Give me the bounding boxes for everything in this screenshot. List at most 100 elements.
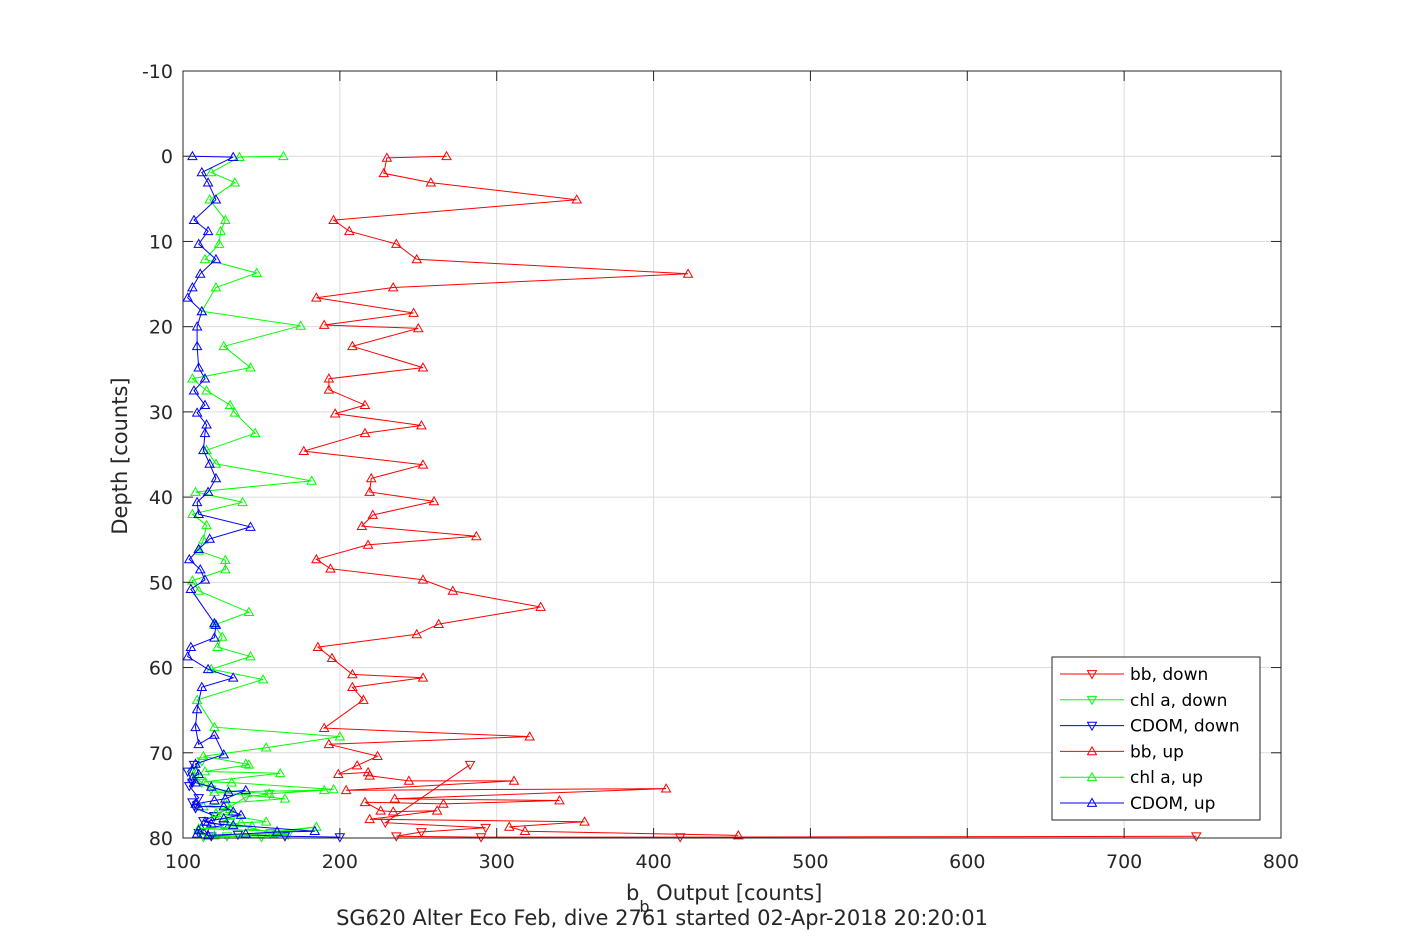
data-point [416, 420, 427, 430]
data-point [210, 458, 222, 468]
data-point [470, 530, 482, 541]
data-point [347, 340, 358, 351]
legend-item-cdom-up: CDOM, up [1060, 794, 1215, 814]
data-point [191, 321, 203, 331]
data-point [274, 767, 286, 778]
data-point [390, 238, 402, 248]
data-point [367, 509, 379, 519]
data-point [209, 632, 220, 642]
data-point [229, 407, 241, 417]
data-point [306, 475, 317, 485]
legend-label: chl a, down [1130, 691, 1227, 711]
legend-label: bb, down [1130, 665, 1208, 685]
data-point [328, 783, 339, 794]
data-point [310, 292, 322, 302]
data-point [204, 533, 216, 543]
data-point [201, 519, 212, 530]
data-point [202, 486, 214, 496]
plot-frame [182, 70, 1282, 839]
data-point [227, 672, 239, 682]
data-point [571, 194, 583, 204]
data-point [193, 768, 205, 778]
data-point [438, 798, 449, 808]
data-point [187, 798, 198, 808]
data-point [240, 828, 252, 838]
data-point [347, 668, 358, 679]
y-axis-ticks: -10 0 10 20 30 40 50 60 70 80 [142, 61, 1281, 850]
data-point [218, 340, 230, 351]
data-point [323, 384, 335, 394]
data-point [295, 320, 307, 330]
data-point [260, 816, 272, 826]
data-point [215, 225, 227, 236]
data-point [227, 806, 239, 816]
data-point [209, 729, 220, 739]
data-point [246, 820, 258, 830]
data-point [209, 617, 220, 628]
data-point [323, 738, 335, 749]
data-point [403, 775, 415, 785]
data-point [191, 496, 203, 507]
data-point [224, 399, 236, 409]
data-point [524, 731, 536, 741]
data-point [182, 650, 194, 661]
data-point [193, 545, 205, 555]
data-point [271, 826, 283, 836]
data-point [187, 771, 198, 782]
y-tick-label: 20 [149, 317, 173, 339]
data-point [519, 825, 531, 836]
data-point [190, 804, 201, 814]
data-point [411, 253, 423, 264]
data-point [365, 472, 377, 483]
legend-item-bb-down: bb, down [1060, 665, 1208, 685]
data-point [190, 486, 201, 496]
figure-caption: SG620 Alter Eco Feb, dive 2761 started 0… [336, 906, 988, 930]
legend-item-chl-a-down: chl a, down [1060, 691, 1227, 711]
data-point [190, 777, 201, 787]
x-tick-label: 100 [165, 851, 201, 873]
data-point [245, 521, 256, 531]
data-point [196, 166, 208, 177]
data-point [193, 794, 205, 804]
data-point [362, 539, 374, 549]
data-point [378, 167, 390, 178]
data-point [334, 731, 346, 741]
data-point [205, 818, 217, 828]
data-point [187, 281, 198, 292]
y-tick-label: 30 [149, 402, 173, 424]
data-point [218, 800, 230, 811]
x-axis-title-subscript: b [639, 897, 649, 916]
series-cdom-up [182, 150, 321, 840]
legend-item-chl-a-up: chl a, up [1060, 768, 1203, 788]
series-line-bb-up [303, 155, 739, 836]
x-tick-label: 300 [479, 851, 515, 873]
legend-label: bb, up [1130, 742, 1184, 762]
data-point [210, 472, 222, 483]
data-point [425, 177, 437, 187]
data-point [209, 794, 220, 805]
data-point [201, 385, 212, 395]
data-point [428, 495, 440, 506]
data-point [199, 574, 211, 584]
data-point [251, 267, 263, 277]
data-point [198, 750, 209, 761]
series-line-chl-a-up [191, 155, 340, 836]
data-point [411, 628, 423, 639]
data-point [257, 673, 269, 684]
data-point [347, 681, 358, 692]
data-point [243, 759, 255, 769]
x-tick-label: 200 [322, 851, 358, 873]
data-point [535, 601, 546, 611]
data-point [182, 767, 194, 778]
x-tick-label: 700 [1106, 851, 1142, 873]
data-point [187, 575, 198, 585]
data-point [309, 825, 321, 836]
data-point [193, 800, 205, 811]
data-point [198, 444, 209, 455]
data-point [260, 742, 272, 752]
data-point [187, 778, 198, 789]
x-axis-title-main: b [626, 881, 639, 905]
data-point [318, 319, 330, 329]
data-point [298, 445, 310, 455]
